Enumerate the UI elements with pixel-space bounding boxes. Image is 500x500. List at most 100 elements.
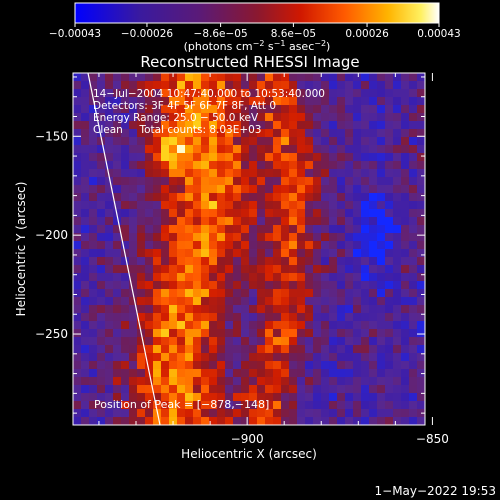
heatmap-cell (321, 377, 330, 386)
heatmap-cell (177, 241, 186, 250)
heatmap-cell (153, 393, 162, 402)
heatmap-cell (353, 209, 362, 218)
heatmap-cell (169, 105, 178, 114)
heatmap-cell (137, 201, 146, 210)
heatmap-cell (393, 345, 402, 354)
heatmap-cell (161, 297, 170, 306)
heatmap-cell (353, 177, 362, 186)
heatmap-cell (345, 265, 354, 274)
heatmap-cell (273, 81, 282, 90)
heatmap-cell (81, 281, 90, 290)
heatmap-cell (225, 233, 234, 242)
heatmap-cell (73, 169, 82, 178)
heatmap-cell (273, 409, 282, 418)
heatmap-cell (177, 305, 186, 314)
heatmap-cell (329, 385, 338, 394)
heatmap-cell (209, 201, 218, 210)
heatmap-cell (89, 257, 98, 266)
heatmap-cell (113, 289, 122, 298)
heatmap-cell (257, 105, 266, 114)
heatmap-cell (369, 185, 378, 194)
heatmap-cell (401, 417, 410, 425)
heatmap-cell (305, 417, 314, 425)
heatmap-cell (385, 169, 394, 178)
heatmap-cell (177, 97, 186, 106)
heatmap-cell (385, 73, 394, 82)
heatmap-cell (209, 113, 218, 122)
heatmap-cell (393, 169, 402, 178)
heatmap-cell (265, 81, 274, 90)
heatmap-cell (201, 233, 210, 242)
heatmap-cell (241, 401, 250, 410)
heatmap-cell (313, 353, 322, 362)
heatmap-cell (329, 161, 338, 170)
heatmap-cell (273, 289, 282, 298)
heatmap-cell (161, 385, 170, 394)
heatmap-cell (193, 273, 202, 282)
heatmap-cell (73, 233, 82, 242)
heatmap-cell (377, 209, 386, 218)
heatmap-cell (97, 105, 106, 114)
heatmap-cell (129, 145, 138, 154)
heatmap-cell (105, 377, 114, 386)
heatmap-cell (401, 137, 410, 146)
heatmap-cell (89, 113, 98, 122)
heatmap-cell (297, 249, 306, 258)
heatmap-cell (185, 169, 194, 178)
heatmap-cell (241, 297, 250, 306)
heatmap-cell (337, 145, 346, 154)
heatmap-cell (145, 97, 154, 106)
heatmap-cell (273, 273, 282, 282)
heatmap-cell (185, 401, 194, 410)
heatmap-cell (249, 145, 258, 154)
heatmap-cell (225, 137, 234, 146)
heatmap-cell (353, 121, 362, 130)
heatmap-cell (401, 97, 410, 106)
heatmap-cell (153, 257, 162, 266)
heatmap-cell (257, 409, 266, 418)
heatmap-cell (265, 329, 274, 338)
heatmap-cell (97, 217, 106, 226)
heatmap-cell (113, 249, 122, 258)
heatmap-cell (153, 305, 162, 314)
heatmap-cell (89, 89, 98, 98)
heatmap-cell (201, 409, 210, 418)
heatmap-cell (417, 153, 425, 162)
heatmap-cell (153, 113, 162, 122)
heatmap-cell (249, 289, 258, 298)
heatmap-cell (97, 185, 106, 194)
heatmap-cell (233, 145, 242, 154)
heatmap-cell (377, 353, 386, 362)
heatmap-cell (329, 361, 338, 370)
heatmap-cell (241, 417, 250, 425)
heatmap-cell (409, 177, 418, 186)
heatmap-cell (185, 249, 194, 258)
heatmap-cell (401, 129, 410, 138)
heatmap-cell (201, 169, 210, 178)
heatmap-cell (265, 305, 274, 314)
heatmap-cell (209, 369, 218, 378)
heatmap-cell (377, 385, 386, 394)
heatmap-cell (369, 345, 378, 354)
heatmap-cell (241, 377, 250, 386)
heatmap-cell (417, 145, 425, 154)
heatmap-cell (193, 225, 202, 234)
heatmap-cell (361, 81, 370, 90)
heatmap-cell (337, 217, 346, 226)
heatmap-cell (385, 321, 394, 330)
heatmap-cell (105, 369, 114, 378)
heatmap-cell (273, 153, 282, 162)
heatmap-cell (417, 337, 425, 346)
heatmap-cell (185, 113, 194, 122)
heatmap-cell (185, 225, 194, 234)
heatmap-cell (89, 217, 98, 226)
heatmap-cell (281, 281, 290, 290)
heatmap-cell (145, 105, 154, 114)
heatmap-cell (153, 169, 162, 178)
heatmap-cell (265, 105, 274, 114)
heatmap-cell (217, 81, 226, 90)
heatmap-cell (281, 321, 290, 330)
heatmap-cell (401, 361, 410, 370)
heatmap-cell (345, 417, 354, 425)
heatmap-cell (153, 225, 162, 234)
